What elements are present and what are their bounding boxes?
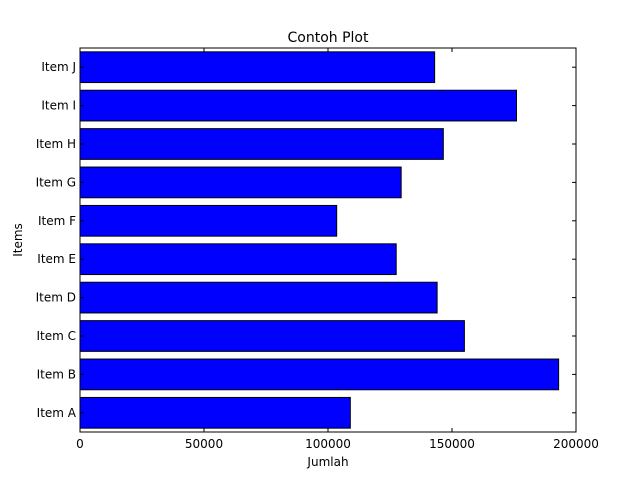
y-tick-label-item-e: Item E bbox=[37, 252, 76, 266]
chart-title: Contoh Plot bbox=[288, 30, 369, 46]
y-tick-label-item-c: Item C bbox=[36, 329, 76, 343]
y-tick-label-item-f: Item F bbox=[38, 214, 76, 228]
bar-item-b bbox=[79, 358, 560, 391]
bar-item-c bbox=[79, 320, 465, 352]
y-tick-label-item-b: Item B bbox=[37, 367, 76, 381]
bar-item-d bbox=[79, 281, 438, 314]
bar-item-g bbox=[79, 166, 402, 199]
ticks-group: Item A Item B Item C Item D Item E Item F Item… bbox=[36, 48, 599, 451]
bar-item-a bbox=[79, 396, 351, 429]
y-tick-label-item-d: Item D bbox=[36, 291, 76, 305]
y-tick-label-item-g: Item G bbox=[36, 175, 76, 189]
x-tick-label-1: 50000 bbox=[185, 437, 223, 451]
bar-item-j bbox=[79, 51, 436, 84]
y-tick-label-item-h: Item H bbox=[36, 137, 76, 151]
y-axis-label: Items bbox=[11, 223, 25, 257]
bar-item-e bbox=[79, 243, 397, 276]
y-tick-label-item-a: Item A bbox=[37, 406, 77, 420]
x-tick-label-2: 100000 bbox=[305, 437, 351, 451]
y-tick-label-item-i: Item I bbox=[41, 99, 76, 113]
x-tick-label-0: 0 bbox=[76, 437, 84, 451]
y-tick-label-item-j: Item J bbox=[41, 60, 76, 74]
bars-group bbox=[79, 51, 560, 429]
bar-item-h bbox=[79, 128, 444, 160]
x-tick-label-3: 150000 bbox=[429, 437, 475, 451]
plot-frame bbox=[79, 47, 577, 433]
x-axis-label: Jumlah bbox=[306, 455, 348, 469]
bar-item-i bbox=[79, 89, 517, 122]
bar-item-f bbox=[79, 204, 338, 237]
x-tick-label-4: 200000 bbox=[553, 437, 599, 451]
